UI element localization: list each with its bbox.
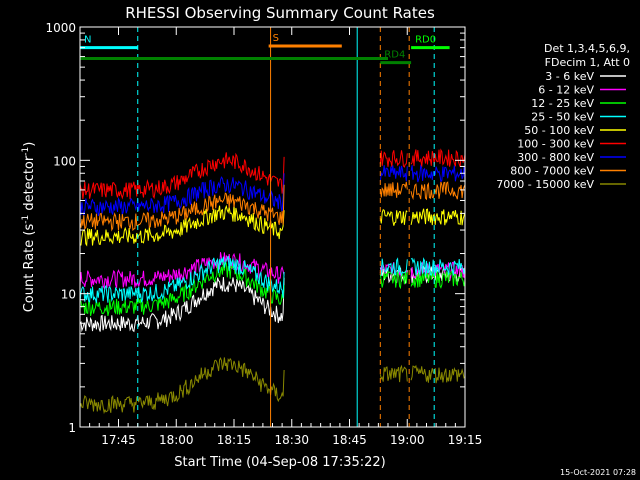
x-tick-label-3: 18:30 <box>274 433 309 447</box>
legend-label-4: 50 - 100 keV <box>524 124 594 137</box>
x-tick-label-5: 19:00 <box>390 433 425 447</box>
legend: Det 1,3,4,5,6,9, FDecim 1, Att 0 3 - 6 k… <box>496 42 630 191</box>
x-tick-label-6: 19:15 <box>448 433 483 447</box>
legend-label-3: 25 - 50 keV <box>531 111 594 124</box>
series-line-5 <box>79 148 466 200</box>
x-tick-label-2: 18:15 <box>217 433 252 447</box>
flag-label-2: RD0 <box>415 35 436 46</box>
flag-label-1: S <box>273 33 279 44</box>
y-tick-label-2: 100 <box>53 154 76 168</box>
y-label-exp-2: -1 <box>21 147 31 156</box>
flag-label-4: RD4 <box>384 50 405 61</box>
chart-title: RHESSI Observing Summary Count Rates <box>125 4 435 22</box>
y-tick-label-3: 1000 <box>45 21 76 35</box>
legend-label-6: 300 - 800 keV <box>517 151 594 164</box>
legend-label-2: 12 - 25 keV <box>531 97 594 110</box>
legend-label-1: 6 - 12 keV <box>538 84 594 97</box>
y-tick-label-1: 10 <box>61 288 76 302</box>
x-tick-label-0: 17:45 <box>101 433 136 447</box>
y-label-part-1: Count Rate (s <box>22 224 37 313</box>
axes: 17:45 18:00 18:15 18:30 18:45 19:00 19:15 1 10 10… <box>45 21 482 447</box>
legend-label-7: 800 - 7000 keV <box>510 165 594 178</box>
series-line-3 <box>79 255 466 304</box>
series-line-2 <box>79 261 466 317</box>
series-line-8 <box>79 357 466 415</box>
legend-label-5: 100 - 300 keV <box>517 138 594 151</box>
footer-date: 15-Oct-2021 07:28 <box>560 468 636 477</box>
flag-label-0: N <box>84 35 91 46</box>
x-tick-label-4: 18:45 <box>332 433 367 447</box>
y-label-exp-1: -1 <box>21 215 31 224</box>
y-axis-label-text: Count Rate (s-1 detector-1) <box>21 142 37 313</box>
y-tick-label-0: 1 <box>68 421 76 435</box>
y-label-part-2: detector <box>22 155 37 215</box>
legend-label-0: 3 - 6 keV <box>545 70 594 83</box>
plot-area: N S RD0 RD4 <box>79 27 466 427</box>
y-label-part-3: ) <box>22 142 37 147</box>
series-line-4 <box>79 204 466 247</box>
x-tick-label-1: 18:00 <box>159 433 194 447</box>
x-axis-label: Start Time (04-Sep-08 17:35:22) <box>174 455 385 470</box>
series-line-7 <box>79 181 466 232</box>
legend-header-2: FDecim 1, Att 0 <box>545 56 630 69</box>
series-line-6 <box>79 164 466 217</box>
y-axis-label: Count Rate (s-1 detector-1) <box>21 142 37 313</box>
legend-label-8: 7000 - 15000 keV <box>496 178 594 191</box>
legend-header-1: Det 1,3,4,5,6,9, <box>544 42 630 55</box>
